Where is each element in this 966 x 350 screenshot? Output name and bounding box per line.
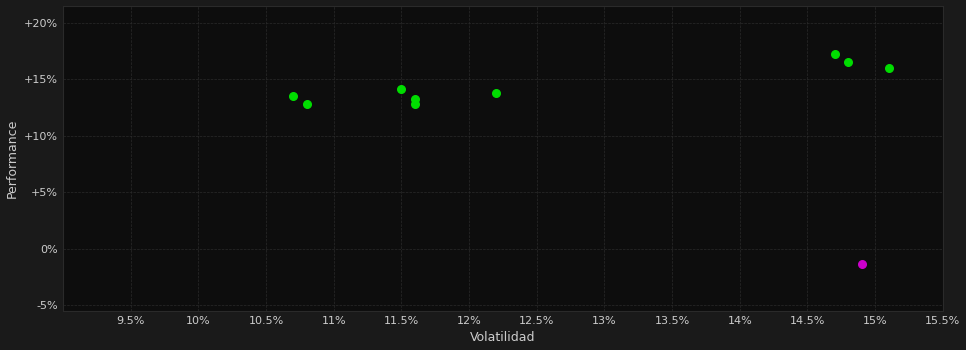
Point — [285, 93, 300, 99]
Point — [881, 65, 896, 71]
Y-axis label: Performance: Performance — [6, 119, 18, 198]
Point — [840, 59, 856, 65]
Point — [408, 97, 423, 102]
Point — [854, 261, 869, 266]
Point — [408, 101, 423, 107]
Point — [489, 90, 504, 96]
Point — [394, 86, 410, 92]
X-axis label: Volatilidad: Volatilidad — [470, 331, 536, 344]
Point — [827, 51, 842, 57]
Point — [299, 101, 315, 107]
